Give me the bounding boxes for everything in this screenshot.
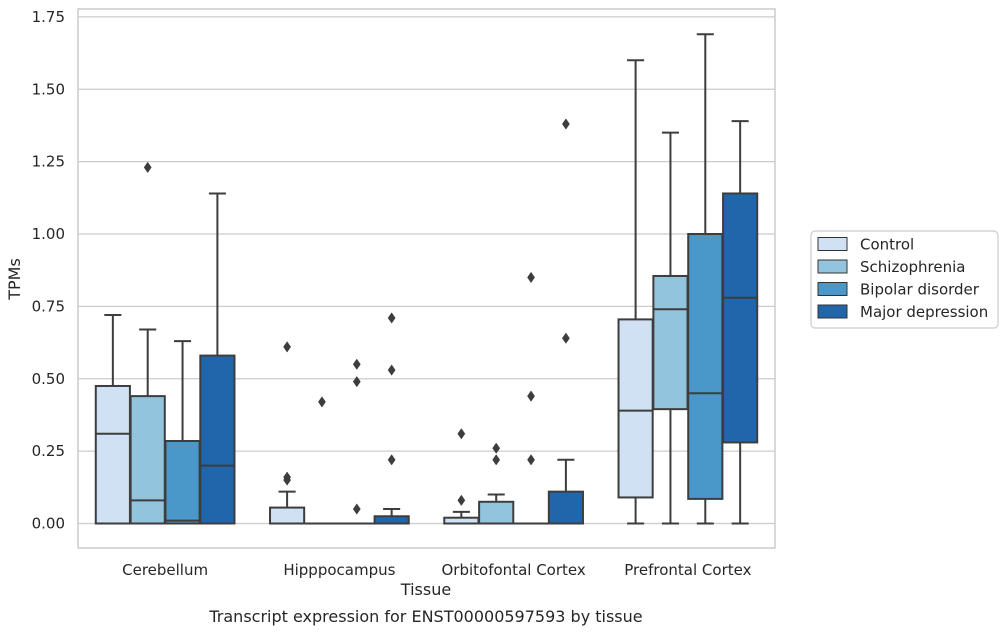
legend-swatch	[817, 237, 848, 251]
outlier-point	[387, 312, 396, 324]
outlier-point	[561, 332, 570, 344]
legend-swatch	[817, 259, 848, 274]
y-tick-label: 0.75	[32, 297, 65, 315]
outlier-point	[527, 390, 535, 402]
legend-label: Major depression	[860, 303, 988, 321]
box-body	[547, 490, 584, 525]
outlier-point	[457, 428, 466, 440]
outlier-point	[283, 341, 292, 353]
plot-frame	[77, 8, 776, 549]
boxes	[94, 33, 759, 525]
outlier-point	[352, 376, 361, 388]
box-body	[373, 515, 410, 525]
box-2-1	[478, 442, 515, 525]
x-tick-label: Cerebellum	[122, 561, 208, 579]
x-tick-label: Hipppocampus	[283, 561, 395, 579]
box-body	[652, 274, 689, 411]
box-3-3	[722, 120, 759, 525]
x-axis-label: Tissue	[400, 580, 451, 599]
box-3-0	[617, 59, 654, 525]
legend-frame	[810, 230, 999, 329]
box-0-1	[129, 161, 166, 525]
x-tick-label: Orbitofontal Cortex	[442, 561, 586, 579]
x-tick-label: Prefrontal Cortex	[624, 561, 751, 579]
box-1-3	[373, 312, 410, 525]
legend-item: Bipolar disorder	[817, 281, 980, 299]
legend-label: Control	[860, 236, 914, 254]
outlier-point	[527, 271, 535, 284]
outlier-point	[387, 454, 396, 466]
box-body	[617, 318, 654, 499]
box-body	[269, 506, 306, 525]
y-tick-label: 1.75	[32, 8, 65, 26]
outlier-point	[352, 503, 361, 515]
y-tick-label: 1.50	[32, 80, 65, 98]
box-0-0	[94, 314, 131, 525]
y-tick-label: 1.00	[32, 225, 65, 243]
box-3-2	[687, 33, 724, 525]
outlier-point	[527, 454, 535, 466]
box-1-1	[303, 396, 341, 525]
box-body	[129, 395, 166, 525]
legend-item: Schizophrenia	[817, 258, 965, 276]
box-2-3	[547, 118, 584, 525]
legend-label: Schizophrenia	[860, 258, 965, 276]
outlier-point	[492, 454, 501, 466]
y-tick-label: 0.50	[32, 370, 65, 388]
outlier-point	[457, 494, 466, 506]
legend-label: Bipolar disorder	[860, 281, 980, 299]
box-1-0	[269, 341, 306, 525]
legend: Control Schizophrenia Bipolar disorder Majo…	[810, 230, 999, 329]
box-body	[687, 233, 724, 500]
legend-swatch	[817, 282, 848, 296]
outlier-point	[492, 442, 501, 454]
y-axis-label: TPMs	[5, 258, 24, 301]
legend-swatch	[817, 304, 848, 319]
box-0-2	[164, 340, 201, 525]
box-body	[94, 384, 131, 525]
chart-caption: Transcript expression for ENST0000059759…	[208, 607, 642, 626]
y-tick-labels: 0.00 0.25 0.50 0.75 1.00 1.25 1.50 1.75	[32, 8, 65, 533]
box-2-2	[512, 271, 550, 525]
outlier-point	[352, 358, 361, 370]
legend-item: Major depression	[817, 303, 988, 321]
box-body	[722, 192, 759, 444]
outlier-point	[283, 474, 292, 486]
box-body	[478, 500, 515, 525]
box-body	[199, 354, 236, 525]
legend-item: Control	[817, 236, 914, 254]
x-tick-labels: Cerebellum Hipppocampus Orbitofontal Corte…	[122, 561, 751, 579]
box-1-2	[338, 358, 375, 525]
y-tick-label: 1.25	[32, 153, 65, 171]
outlier-point	[561, 118, 570, 130]
y-tick-label: 0.25	[32, 442, 65, 460]
box-3-1	[652, 131, 689, 525]
outlier-point	[143, 161, 152, 174]
box-2-0	[443, 428, 480, 525]
box-body	[164, 439, 201, 525]
outlier-point	[318, 396, 326, 408]
box-0-3	[199, 192, 236, 525]
outlier-point	[387, 364, 396, 376]
y-tick-label: 0.00	[32, 515, 65, 533]
